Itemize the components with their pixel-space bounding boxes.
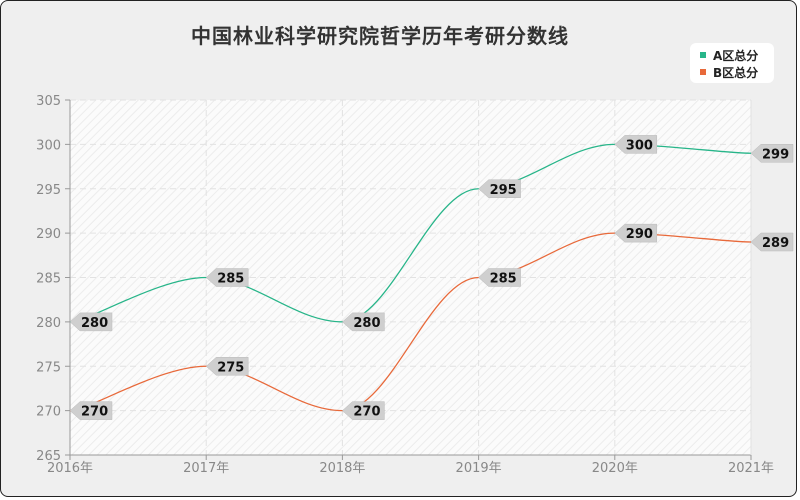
data-point-label: 270 (342, 401, 385, 420)
y-tick-label: 275 (36, 360, 61, 375)
y-tick-label: 280 (36, 316, 61, 331)
svg-text:270: 270 (353, 405, 380, 420)
chart-legend: A区总分 B区总分 (690, 43, 774, 83)
data-point-label: 275 (205, 357, 249, 376)
data-point-label: 280 (342, 312, 385, 332)
y-tick-label: 265 (36, 449, 61, 464)
svg-text:270: 270 (81, 405, 108, 420)
x-tick-label: 2020年 (592, 461, 638, 476)
data-labels: 280 285 280 295 300 299 270 275 270 285 290 289 (69, 135, 794, 420)
axes: 265 270 275 280 285 290 295 300 305 2016年 2017年 201… (36, 94, 774, 476)
x-tick-label: 2021年 (728, 461, 774, 476)
svg-text:285: 285 (490, 272, 517, 287)
svg-text:280: 280 (81, 316, 108, 331)
y-tick-label: 270 (36, 405, 61, 420)
legend-item-b[interactable]: B区总分 (700, 64, 758, 80)
x-tick-label: 2016年 (47, 461, 93, 476)
data-point-label: 270 (69, 401, 113, 420)
y-tick-label: 305 (36, 94, 61, 109)
svg-text:300: 300 (626, 138, 653, 153)
x-tick-label: 2018年 (319, 461, 365, 476)
x-tick-label: 2017年 (183, 461, 229, 476)
svg-text:289: 289 (762, 236, 789, 251)
svg-text:295: 295 (490, 183, 517, 198)
y-tick-label: 295 (36, 183, 61, 198)
y-tick-label: 300 (36, 138, 61, 153)
x-tick-label: 2019年 (456, 461, 502, 476)
data-point-label: 300 (614, 135, 658, 154)
legend-label-b: B区总分 (713, 65, 759, 80)
y-tick-label: 285 (36, 272, 61, 287)
y-tick-label: 290 (36, 227, 61, 242)
data-point-label: 289 (750, 232, 794, 252)
legend-swatch-a-icon (700, 52, 706, 58)
data-point-label: 285 (205, 268, 249, 287)
data-point-label: 295 (478, 179, 521, 198)
data-point-label: 299 (750, 144, 794, 163)
data-point-label: 290 (614, 223, 658, 243)
svg-text:285: 285 (217, 272, 244, 287)
svg-text:275: 275 (217, 360, 244, 375)
svg-text:280: 280 (353, 316, 380, 331)
legend-item-a[interactable]: A区总分 (700, 47, 758, 63)
data-point-label: 285 (478, 268, 521, 287)
chart-title: 中国林业科学研究院哲学历年考研分数线 (191, 24, 569, 48)
svg-text:299: 299 (762, 147, 789, 162)
data-point-label: 280 (69, 312, 113, 332)
svg-text:290: 290 (626, 227, 653, 242)
legend-label-a: A区总分 (713, 48, 759, 63)
legend-swatch-b-icon (700, 69, 706, 75)
